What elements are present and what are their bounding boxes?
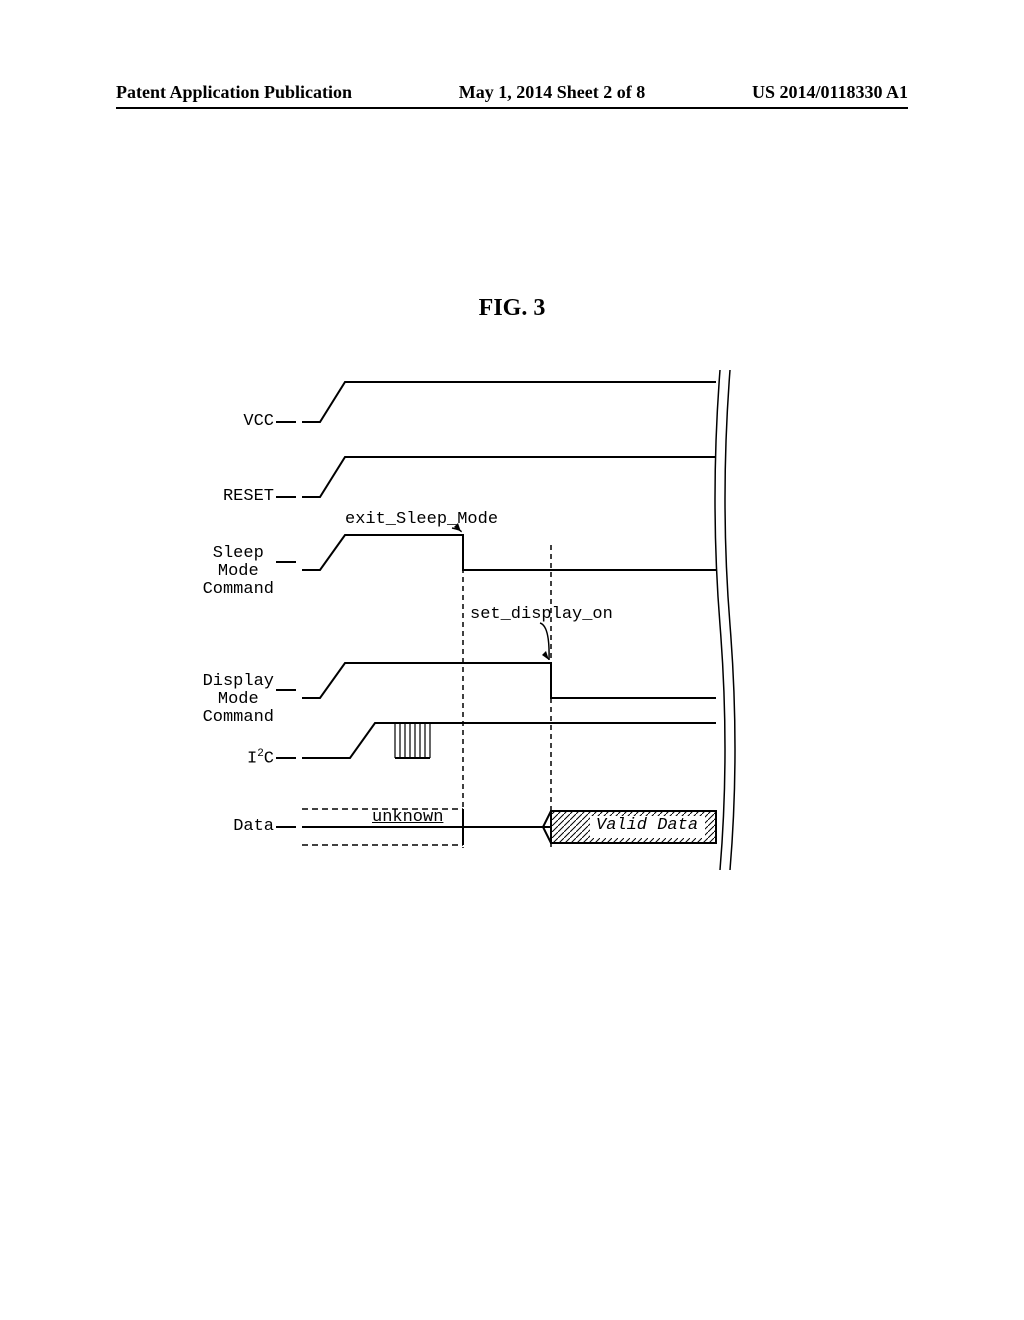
label-valid-data: Valid Data bbox=[596, 816, 698, 835]
header-mid: May 1, 2014 Sheet 2 of 8 bbox=[459, 82, 645, 103]
diagram-svg bbox=[180, 370, 820, 880]
label-data: Data bbox=[233, 818, 274, 836]
header-right: US 2014/0118330 A1 bbox=[752, 82, 908, 103]
label-vcc: VCC bbox=[243, 413, 274, 431]
label-sleep: SleepModeCommand bbox=[203, 545, 274, 599]
label-unknown: unknown bbox=[372, 808, 443, 827]
page-header: Patent Application Publication May 1, 20… bbox=[116, 82, 908, 109]
figure-title: FIG. 3 bbox=[0, 295, 1024, 322]
annot-set-display: set_display_on bbox=[470, 605, 613, 624]
header-left: Patent Application Publication bbox=[116, 82, 352, 103]
label-display: DisplayModeCommand bbox=[203, 673, 274, 727]
label-i2c: I2C bbox=[247, 749, 274, 769]
annot-exit-sleep: exit_Sleep_Mode bbox=[345, 510, 498, 529]
timing-diagram: VCC RESET SleepModeCommand DisplayModeCo… bbox=[180, 370, 820, 880]
label-reset: RESET bbox=[223, 488, 274, 506]
